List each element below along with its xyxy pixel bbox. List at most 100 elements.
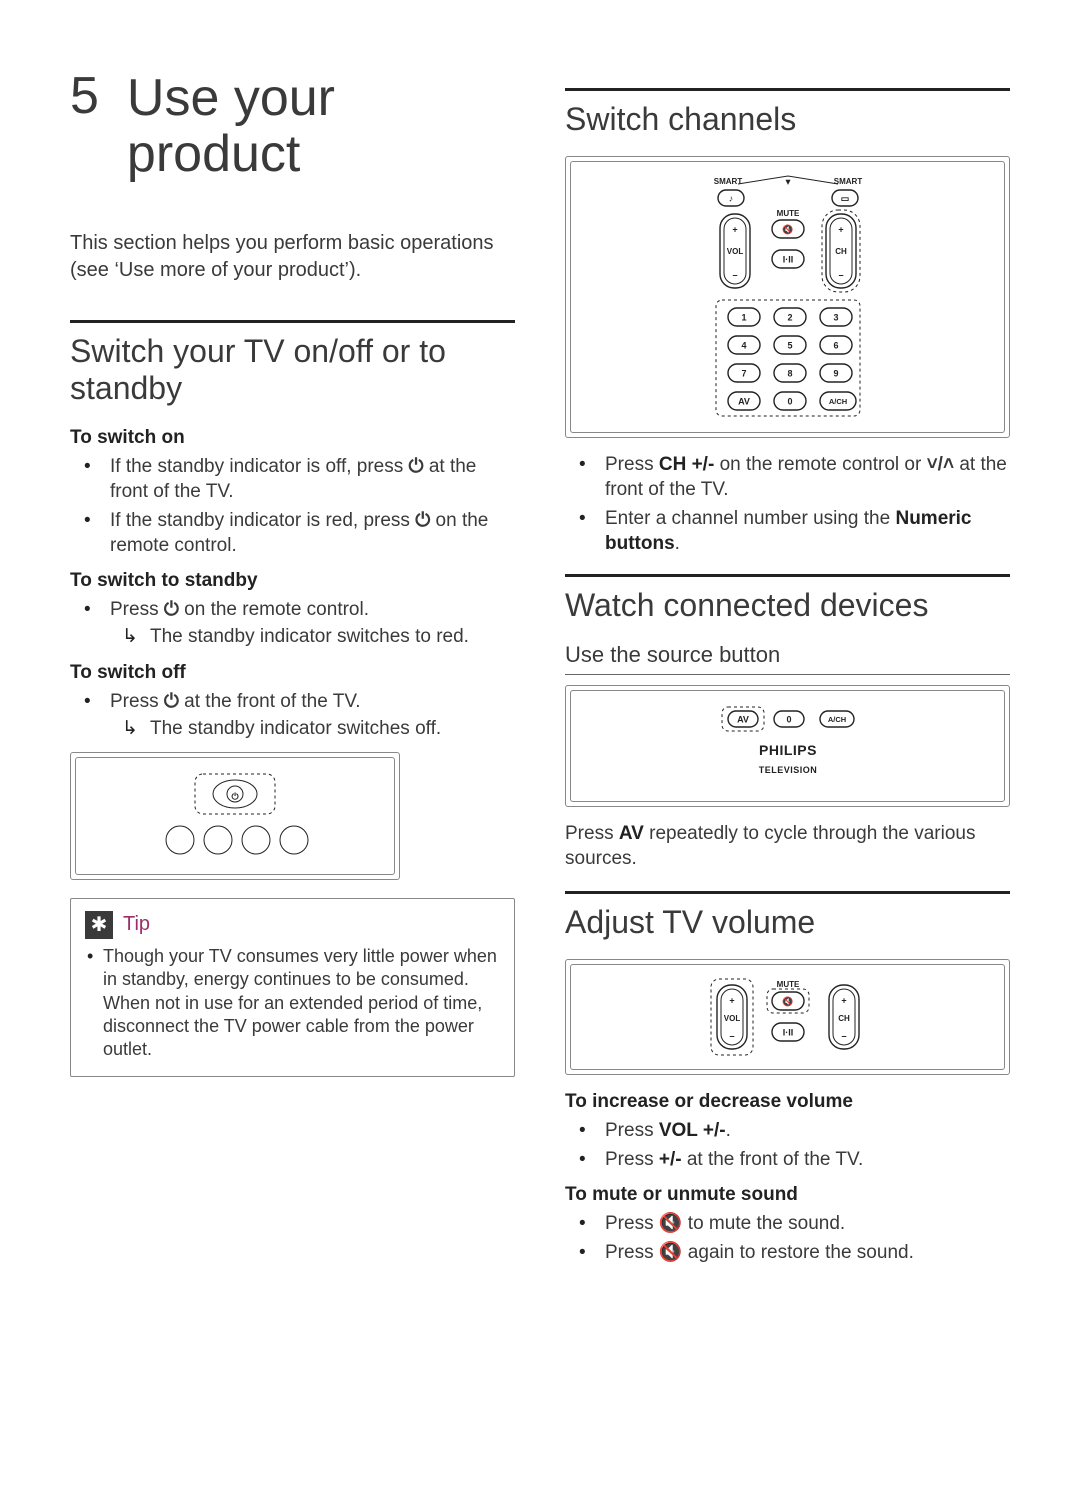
tip-label: Tip xyxy=(123,913,150,936)
svg-text:6: 6 xyxy=(833,340,838,350)
remote-channels-svg: SMART SMART ▾ ♪ ▭ + − VOL + − CH MUTE xyxy=(658,172,918,422)
label-vol-inc-dec: To increase or decrease volume xyxy=(565,1089,1010,1114)
list-item: If the standby indicator is red, press ⏻… xyxy=(70,508,515,558)
power-icon: ⏻ xyxy=(231,791,239,801)
figure-inner: + − VOL MUTE 🔇 I·II + − CH xyxy=(570,964,1005,1070)
rule-thin xyxy=(565,674,1010,675)
svg-text:9: 9 xyxy=(833,368,838,378)
svg-text:−: − xyxy=(732,270,737,280)
svg-text:TELEVISION: TELEVISION xyxy=(758,765,817,775)
source-svg: AV 0 A/CH PHILIPS TELEVISION xyxy=(658,701,918,791)
chapter-number: 5 xyxy=(70,70,99,122)
power-icon: ⏻ xyxy=(409,454,424,479)
asterisk-icon: ✱ xyxy=(85,911,113,939)
label-switch-off: To switch off xyxy=(70,660,515,685)
power-icon: ⏻ xyxy=(164,597,179,622)
result-item: The standby indicator switches to red. xyxy=(110,624,515,650)
chapter-header: 5 Use your product xyxy=(70,70,515,182)
svg-text:0: 0 xyxy=(786,714,791,724)
result-item: The standby indicator switches off. xyxy=(110,716,515,742)
figure-source: AV 0 A/CH PHILIPS TELEVISION xyxy=(565,685,1010,807)
svg-text:▭: ▭ xyxy=(840,193,849,203)
svg-text:+: + xyxy=(841,995,846,1005)
svg-text:VOL: VOL xyxy=(723,1014,740,1023)
sub-source-button: Use the source button xyxy=(565,642,1010,668)
list-switch-on: If the standby indicator is off, press ⏻… xyxy=(70,454,515,558)
label-switch-on: To switch on xyxy=(70,425,515,450)
list-channels: Press CH +/- on the remote control or ˅/… xyxy=(565,452,1010,556)
list-item: Press ⏻ at the front of the TV. The stan… xyxy=(70,689,515,742)
power-icon: ⏻ xyxy=(415,508,430,533)
intro-text: This section helps you perform basic ope… xyxy=(70,230,515,284)
left-column: 5 Use your product This section helps yo… xyxy=(70,70,515,1275)
svg-text:I·II: I·II xyxy=(782,254,793,264)
svg-text:PHILIPS: PHILIPS xyxy=(759,742,817,758)
rule xyxy=(565,88,1010,91)
svg-text:MUTE: MUTE xyxy=(776,209,799,218)
figure-inner: AV 0 A/CH PHILIPS TELEVISION xyxy=(570,690,1005,802)
svg-text:▾: ▾ xyxy=(784,176,790,186)
front-panel-svg: ⏻ xyxy=(140,768,330,864)
svg-text:0: 0 xyxy=(787,396,792,406)
tip-item: Though your TV consumes very little powe… xyxy=(85,945,500,1062)
svg-text:VOL: VOL xyxy=(726,247,743,256)
svg-text:+: + xyxy=(838,224,843,234)
svg-text:8: 8 xyxy=(787,368,792,378)
svg-text:CH: CH xyxy=(838,1014,850,1023)
figure-front-panel: ⏻ xyxy=(70,752,400,880)
svg-text:3: 3 xyxy=(833,312,838,322)
svg-text:−: − xyxy=(841,1031,846,1041)
rule xyxy=(70,320,515,323)
svg-text:♪: ♪ xyxy=(728,193,733,203)
result-list: The standby indicator switches off. xyxy=(110,716,515,742)
svg-text:+: + xyxy=(732,224,737,234)
right-column: Switch channels SMART SMART ▾ ♪ ▭ + − VO… xyxy=(565,70,1010,1275)
svg-text:SMART: SMART xyxy=(833,177,862,186)
list-item: Press ⏻ on the remote control. The stand… xyxy=(70,597,515,650)
result-list: The standby indicator switches to red. xyxy=(110,624,515,650)
mute-icon: 🔇 xyxy=(659,1211,683,1236)
svg-text:5: 5 xyxy=(787,340,792,350)
list-item: Press 🔇 again to restore the sound. xyxy=(565,1240,1010,1265)
list-standby: Press ⏻ on the remote control. The stand… xyxy=(70,597,515,650)
rule xyxy=(565,574,1010,577)
list-mute: Press 🔇 to mute the sound. Press 🔇 again… xyxy=(565,1211,1010,1265)
section-switch-channels: Switch channels xyxy=(565,101,1010,138)
watch-text: Press AV repeatedly to cycle through the… xyxy=(565,821,1010,871)
figure-inner: ⏻ xyxy=(75,757,395,875)
svg-text:CH: CH xyxy=(835,247,847,256)
svg-text:1: 1 xyxy=(741,312,746,322)
svg-text:−: − xyxy=(838,270,843,280)
svg-text:MUTE: MUTE xyxy=(776,980,799,989)
list-volume: Press VOL +/-. Press +/- at the front of… xyxy=(565,1118,1010,1172)
svg-text:+: + xyxy=(729,995,734,1005)
tip-header: ✱ Tip xyxy=(85,911,500,939)
tip-box: ✱ Tip Though your TV consumes very littl… xyxy=(70,898,515,1077)
list-item: If the standby indicator is off, press ⏻… xyxy=(70,454,515,504)
section-volume: Adjust TV volume xyxy=(565,904,1010,941)
list-item: Press VOL +/-. xyxy=(565,1118,1010,1143)
label-standby: To switch to standby xyxy=(70,568,515,593)
svg-text:2: 2 xyxy=(787,312,792,322)
chapter-title: Use your product xyxy=(127,70,515,182)
rule xyxy=(565,891,1010,894)
svg-text:7: 7 xyxy=(741,368,746,378)
list-switch-off: Press ⏻ at the front of the TV. The stan… xyxy=(70,689,515,742)
list-item: Press CH +/- on the remote control or ˅/… xyxy=(565,452,1010,502)
figure-volume: + − VOL MUTE 🔇 I·II + − CH xyxy=(565,959,1010,1075)
svg-text:I·II: I·II xyxy=(782,1027,793,1037)
list-item: Press 🔇 to mute the sound. xyxy=(565,1211,1010,1236)
updown-icon: ˅/˄ xyxy=(927,452,954,477)
power-icon: ⏻ xyxy=(164,689,179,714)
svg-text:−: − xyxy=(729,1031,734,1041)
svg-text:SMART: SMART xyxy=(713,177,742,186)
section-watch-devices: Watch connected devices xyxy=(565,587,1010,624)
svg-text:🔇: 🔇 xyxy=(782,995,793,1006)
svg-text:AV: AV xyxy=(737,714,749,724)
label-mute: To mute or unmute sound xyxy=(565,1182,1010,1207)
figure-remote-channels: SMART SMART ▾ ♪ ▭ + − VOL + − CH MUTE xyxy=(565,156,1010,438)
list-item: Press +/- at the front of the TV. xyxy=(565,1147,1010,1172)
svg-text:A/CH: A/CH xyxy=(828,397,846,406)
list-item: Enter a channel number using the Numeric… xyxy=(565,506,1010,556)
svg-text:AV: AV xyxy=(738,396,750,406)
